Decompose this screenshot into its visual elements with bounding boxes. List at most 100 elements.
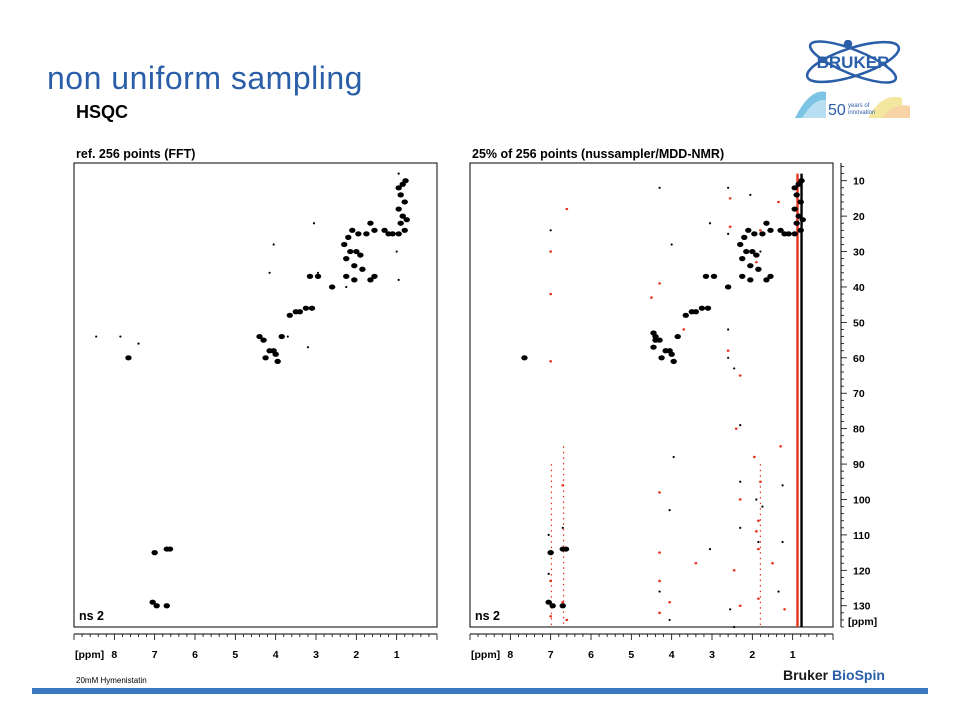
artifact-point bbox=[734, 427, 738, 430]
cross-peak bbox=[153, 603, 160, 609]
cross-peak bbox=[371, 273, 378, 279]
cross-peak bbox=[272, 351, 279, 357]
minor-peak bbox=[306, 346, 310, 349]
artifact-point bbox=[779, 445, 782, 448]
x-tick-label: 6 bbox=[588, 649, 594, 661]
cross-peak bbox=[345, 234, 352, 240]
minor-peak bbox=[739, 424, 742, 427]
artifact-point bbox=[759, 480, 762, 483]
cross-peak bbox=[797, 227, 804, 233]
minor-peak bbox=[658, 186, 661, 189]
cross-peak bbox=[306, 273, 314, 279]
minor-peak bbox=[670, 243, 673, 246]
y-tick-label: 10 bbox=[853, 176, 865, 188]
cross-peak bbox=[747, 263, 754, 269]
artifact-point bbox=[756, 597, 760, 600]
cross-peak bbox=[381, 227, 388, 233]
x-tick-label: 8 bbox=[111, 649, 117, 661]
cross-peak bbox=[355, 231, 362, 237]
artifact-point bbox=[738, 604, 742, 607]
cross-peak bbox=[799, 217, 806, 223]
cross-peak bbox=[399, 181, 406, 187]
artifact-point bbox=[754, 530, 758, 533]
right-corner-label: ns 2 bbox=[475, 609, 500, 623]
minor-peak bbox=[729, 608, 732, 611]
minor-peak bbox=[727, 186, 730, 189]
cross-peak bbox=[763, 277, 770, 283]
cross-peak bbox=[349, 227, 356, 233]
x-tick-label: 7 bbox=[152, 649, 158, 661]
minor-peak bbox=[733, 367, 736, 370]
artifact-point bbox=[565, 618, 569, 622]
minor-peak bbox=[286, 335, 289, 338]
y-tick-label: 20 bbox=[853, 211, 865, 223]
artifact-point bbox=[561, 601, 565, 604]
y-tick-label: 30 bbox=[853, 247, 865, 259]
minor-peak bbox=[781, 540, 784, 544]
cross-peak bbox=[650, 330, 657, 336]
artifact-point bbox=[777, 200, 780, 204]
atom-icon bbox=[805, 40, 901, 84]
cross-peak bbox=[743, 248, 750, 255]
cross-peak bbox=[793, 192, 800, 198]
minor-peak bbox=[268, 271, 271, 274]
right-y-axis-label: [ppm] bbox=[848, 616, 877, 628]
cross-peak bbox=[389, 231, 396, 237]
artifact-point bbox=[728, 225, 732, 228]
cross-peak bbox=[371, 227, 378, 233]
logo-tagline-1: years of bbox=[848, 103, 870, 109]
minor-peak bbox=[755, 498, 758, 501]
artifact-point bbox=[658, 282, 661, 285]
artifact-point bbox=[650, 296, 653, 299]
y-tick-label: 90 bbox=[853, 459, 865, 471]
cross-peak bbox=[791, 185, 798, 191]
cross-peak bbox=[763, 220, 770, 226]
minor-peak bbox=[549, 229, 552, 232]
minor-peak bbox=[749, 193, 752, 196]
artifact-point bbox=[756, 519, 760, 522]
cross-peak bbox=[308, 305, 316, 311]
artifact-point bbox=[668, 601, 672, 604]
cross-peak bbox=[397, 220, 404, 226]
minor-peak bbox=[658, 590, 661, 593]
cross-peak bbox=[724, 284, 732, 290]
logo-tagline-2: innovation bbox=[848, 110, 875, 116]
minor-peak bbox=[733, 625, 736, 629]
cross-peak bbox=[652, 337, 659, 343]
cross-peak bbox=[256, 333, 263, 340]
cross-peak bbox=[791, 206, 798, 212]
cross-peak bbox=[767, 273, 774, 279]
cross-peak bbox=[795, 181, 802, 187]
minor-peak bbox=[668, 618, 671, 622]
x-tick-label: 3 bbox=[313, 649, 319, 661]
artifact-point bbox=[682, 328, 686, 331]
artifact-point bbox=[752, 455, 756, 459]
artifact-point bbox=[759, 229, 762, 232]
minor-peak bbox=[547, 533, 550, 537]
x-tick-label: 4 bbox=[669, 649, 675, 661]
artifact-point bbox=[549, 360, 553, 363]
footer-brand-1: Bruker bbox=[783, 667, 829, 683]
artifact-point bbox=[549, 615, 553, 618]
cross-peak bbox=[395, 206, 402, 212]
x-tick-label: 2 bbox=[353, 649, 359, 661]
minor-peak bbox=[757, 540, 760, 544]
cross-peak bbox=[125, 355, 132, 361]
artifact-point bbox=[783, 608, 786, 611]
minor-peak bbox=[708, 222, 712, 225]
y-tick-label: 70 bbox=[853, 388, 865, 400]
cross-peak bbox=[278, 333, 285, 340]
artifact-point bbox=[726, 349, 730, 352]
cross-peak bbox=[753, 252, 760, 258]
cross-peak bbox=[395, 185, 402, 191]
cross-peak bbox=[795, 213, 802, 219]
minor-peak bbox=[727, 356, 730, 359]
artifact-point bbox=[732, 569, 736, 572]
left-corner-label: ns 2 bbox=[79, 609, 104, 623]
cross-peak bbox=[658, 355, 665, 361]
cross-peak bbox=[399, 213, 406, 219]
cross-peak bbox=[163, 603, 170, 609]
cross-peak bbox=[682, 312, 689, 318]
artifact-point bbox=[738, 498, 742, 501]
